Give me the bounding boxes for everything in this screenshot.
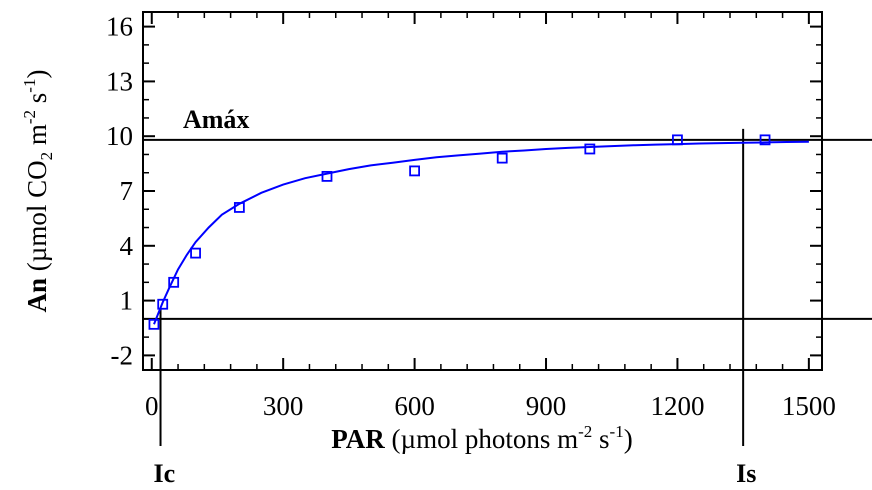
y-tick-label: 1 xyxy=(120,286,134,316)
series xyxy=(148,134,809,330)
y-axis-title-sup1: -2 xyxy=(20,110,39,124)
x-tick-label: 0 xyxy=(145,391,159,421)
data-point xyxy=(148,318,160,330)
x-tick-label: 300 xyxy=(263,391,304,421)
y-axis-title-mid2: s xyxy=(22,93,52,110)
fitted-curve xyxy=(153,140,809,325)
x-axis-title-sup2: -1 xyxy=(610,422,624,441)
data-point xyxy=(190,247,201,259)
x-axis-title-text: (µmol photons m xyxy=(385,424,578,454)
x-axis-title: PAR (µmol photons m-2 s-1) xyxy=(331,422,632,454)
data-point xyxy=(409,165,421,177)
y-tick-label: -2 xyxy=(111,340,134,370)
x-axis-title-bold: PAR xyxy=(331,424,385,454)
x-tick-label: 900 xyxy=(526,391,567,421)
ref-label-is: Is xyxy=(736,459,756,488)
y-tick-label: 4 xyxy=(120,231,134,261)
annotations: Amáx Ic Is xyxy=(154,105,757,488)
x-tick-label: 1500 xyxy=(782,391,836,421)
y-tick-labels: -2 1 4 7 10 13 16 xyxy=(106,12,134,371)
x-axis-title-mid: s xyxy=(592,424,609,454)
reference-lines xyxy=(143,128,872,446)
x-axis-title-end: ) xyxy=(624,424,633,454)
x-tick-label: 1200 xyxy=(650,391,704,421)
data-point xyxy=(584,143,596,155)
y-tick-label: 16 xyxy=(106,12,133,42)
x-tick-label: 600 xyxy=(394,391,435,421)
data-point xyxy=(157,298,169,310)
data-point xyxy=(496,152,508,164)
x-axis-title-sup1: -2 xyxy=(578,422,592,441)
x-tick-labels: 0 300 600 900 1200 1500 xyxy=(145,391,836,421)
y-tick-label: 13 xyxy=(106,66,133,96)
y-tick-label: 7 xyxy=(120,176,134,206)
data-point xyxy=(321,170,333,182)
y-axis-title-bold: An xyxy=(22,278,52,313)
amax-label: Amáx xyxy=(183,105,249,134)
ref-label-ic: Ic xyxy=(154,459,176,488)
y-axis-title: An (µmol CO2 m-2 s-1) xyxy=(20,70,56,313)
y-tick-label: 10 xyxy=(106,121,133,151)
y-axis-title-sub: 2 xyxy=(37,152,56,161)
plot-frame xyxy=(142,11,823,371)
y-axis-title-sup2: -1 xyxy=(20,79,39,93)
data-point xyxy=(759,134,771,146)
axis-ticks xyxy=(143,12,822,370)
y-axis-title-end: ) xyxy=(22,70,52,79)
y-axis-title-mid1: m xyxy=(22,124,52,152)
y-axis-title-text: (µmol CO xyxy=(22,160,52,278)
